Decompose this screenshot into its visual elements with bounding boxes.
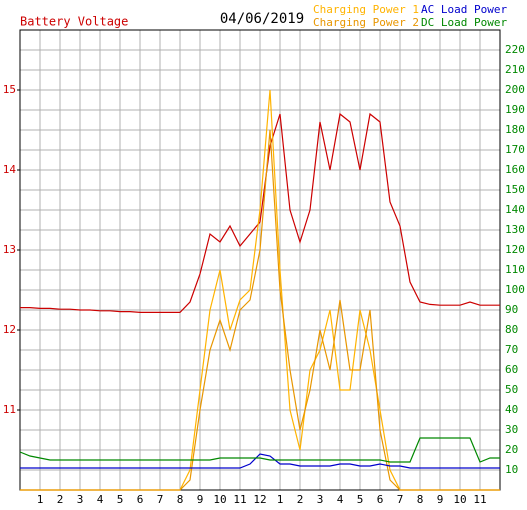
series-line <box>19 437 500 463</box>
y2-tick-label: 110 <box>505 263 525 276</box>
y2-tick-label: 150 <box>505 183 525 196</box>
x-tick-label: 6 <box>137 493 144 506</box>
legend-entry: Charging Power 2 <box>313 16 419 29</box>
y2-tick-label: 170 <box>505 143 525 156</box>
x-tick-label: 1 <box>277 493 284 506</box>
x-tick-label: 11 <box>473 493 486 506</box>
y2-tick-label: 130 <box>505 223 525 236</box>
y-tick-label: 15 <box>3 83 16 96</box>
legend-entry: AC Load Power <box>421 3 507 16</box>
y-tick-label: 14 <box>3 163 17 176</box>
y2-tick-label: 40 <box>505 403 518 416</box>
y2-tick-label: 10 <box>505 463 518 476</box>
series-line <box>20 453 500 469</box>
x-tick-label: 1 <box>37 493 44 506</box>
x-tick-label: 10 <box>213 493 226 506</box>
y2-tick-label: 100 <box>505 283 525 296</box>
x-tick-label: 7 <box>157 493 164 506</box>
y-tick-label: 12 <box>3 323 16 336</box>
y2-tick-label: 180 <box>505 123 525 136</box>
x-tick-label: 9 <box>437 493 444 506</box>
x-tick-label: 12 <box>253 493 266 506</box>
x-tick-label: 5 <box>357 493 364 506</box>
x-tick-label: 4 <box>97 493 104 506</box>
x-tick-label: 9 <box>197 493 204 506</box>
y2-tick-label: 190 <box>505 103 525 116</box>
x-tick-label: 3 <box>317 493 324 506</box>
y2-tick-label: 20 <box>505 443 518 456</box>
x-tick-label: 2 <box>57 493 64 506</box>
x-tick-label: 5 <box>117 493 124 506</box>
y2-tick-label: 60 <box>505 363 518 376</box>
x-tick-label: 6 <box>377 493 384 506</box>
y2-tick-label: 220 <box>505 43 525 56</box>
y2-tick-label: 80 <box>505 323 518 336</box>
series-line <box>20 112 500 313</box>
series-line <box>20 129 500 491</box>
y2-tick-label: 90 <box>505 303 518 316</box>
x-tick-label: 7 <box>397 493 404 506</box>
legend-entry: DC Load Power <box>421 16 507 29</box>
y2-tick-label: 210 <box>505 63 525 76</box>
chart-title: 04/06/2019 <box>220 11 304 27</box>
legend-entry: Charging Power 1 <box>313 3 419 16</box>
x-tick-label: 8 <box>417 493 424 506</box>
y2-tick-label: 200 <box>505 83 525 96</box>
y2-tick-label: 140 <box>505 203 525 216</box>
y-tick-label: 11 <box>3 403 16 416</box>
y2-tick-label: 30 <box>505 423 518 436</box>
x-tick-label: 8 <box>177 493 184 506</box>
y-tick-label: 13 <box>3 243 16 256</box>
y-axis-label: Battery Voltage <box>20 15 128 29</box>
y2-tick-label: 120 <box>505 243 525 256</box>
y2-tick-label: 70 <box>505 343 518 356</box>
plot-frame <box>19 29 501 491</box>
x-tick-label: 10 <box>453 493 466 506</box>
x-tick-label: 11 <box>233 493 246 506</box>
y2-tick-label: 50 <box>505 383 518 396</box>
y2-tick-label: 160 <box>505 163 525 176</box>
x-tick-label: 3 <box>77 493 84 506</box>
x-tick-label: 4 <box>337 493 344 506</box>
x-tick-label: 2 <box>297 493 304 506</box>
